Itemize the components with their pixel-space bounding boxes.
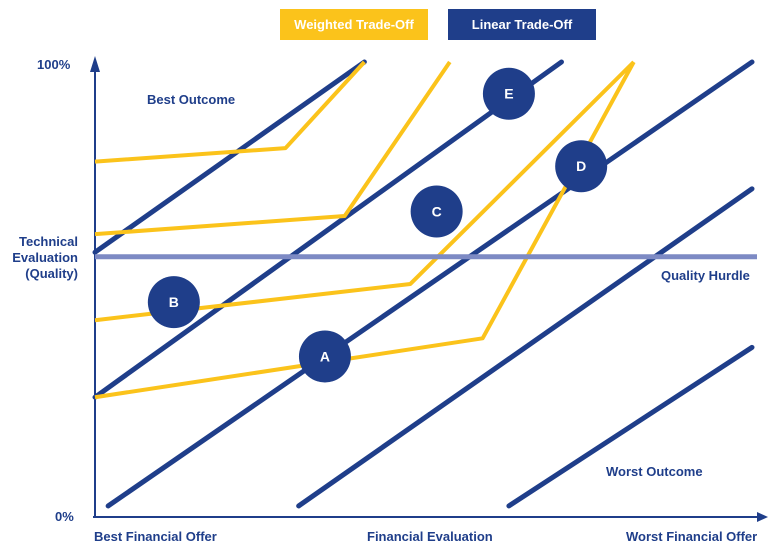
y-axis-label: Technical Evaluation (Quality) [6, 234, 78, 282]
point-a-label: A [320, 348, 330, 364]
axes [90, 56, 768, 522]
weighted-trade-off-lines [94, 60, 636, 400]
y-axis-label-line-1: Technical [18, 234, 78, 249]
point-b-label: B [169, 294, 179, 310]
best-outcome-label: Best Outcome [147, 92, 236, 107]
point-b-marker [147, 276, 200, 329]
y-axis-arrow [90, 56, 100, 72]
worst-outcome-label: Worst Outcome [606, 464, 703, 479]
linear-line-3 [105, 59, 755, 509]
point-c: C [410, 185, 463, 238]
point-e-marker [482, 67, 535, 120]
x-axis-arrow [757, 512, 768, 522]
point-d-marker [555, 140, 608, 193]
y-axis-label-line-3: (Quality) [25, 266, 78, 281]
x-axis-label: Financial Evaluation [367, 529, 493, 544]
legend-weighted: Weighted Trade-Off [280, 9, 428, 40]
legend-linear: Linear Trade-Off [448, 9, 596, 40]
quality-hurdle-label: Quality Hurdle [661, 268, 750, 283]
legend-linear-label: Linear Trade-Off [471, 17, 573, 32]
linear-line-5 [506, 344, 755, 509]
point-b: B [147, 276, 200, 329]
point-e-label: E [504, 86, 513, 102]
weighted-line-3 [94, 60, 636, 323]
y-tick-top: 100% [37, 57, 71, 72]
point-c-marker [410, 185, 463, 238]
point-a: A [298, 330, 351, 383]
linear-trade-off-lines [92, 59, 755, 509]
y-tick-bottom: 0% [55, 509, 74, 524]
labeled-points: A B C D E [147, 67, 608, 383]
linear-line-2 [92, 59, 564, 400]
x-tick-right: Worst Financial Offer [626, 529, 758, 544]
weighted-line-1 [94, 60, 366, 164]
point-c-label: C [432, 203, 442, 219]
linear-line-1 [92, 59, 367, 255]
point-e: E [482, 67, 535, 120]
legend-weighted-label: Weighted Trade-Off [294, 17, 414, 32]
x-tick-left: Best Financial Offer [94, 529, 217, 544]
point-d: D [555, 140, 608, 193]
point-a-marker [298, 330, 351, 383]
point-d-label: D [576, 158, 586, 174]
y-axis-label-line-2: Evaluation [12, 250, 78, 265]
weighted-line-2 [94, 60, 452, 237]
linear-line-4 [296, 186, 755, 509]
